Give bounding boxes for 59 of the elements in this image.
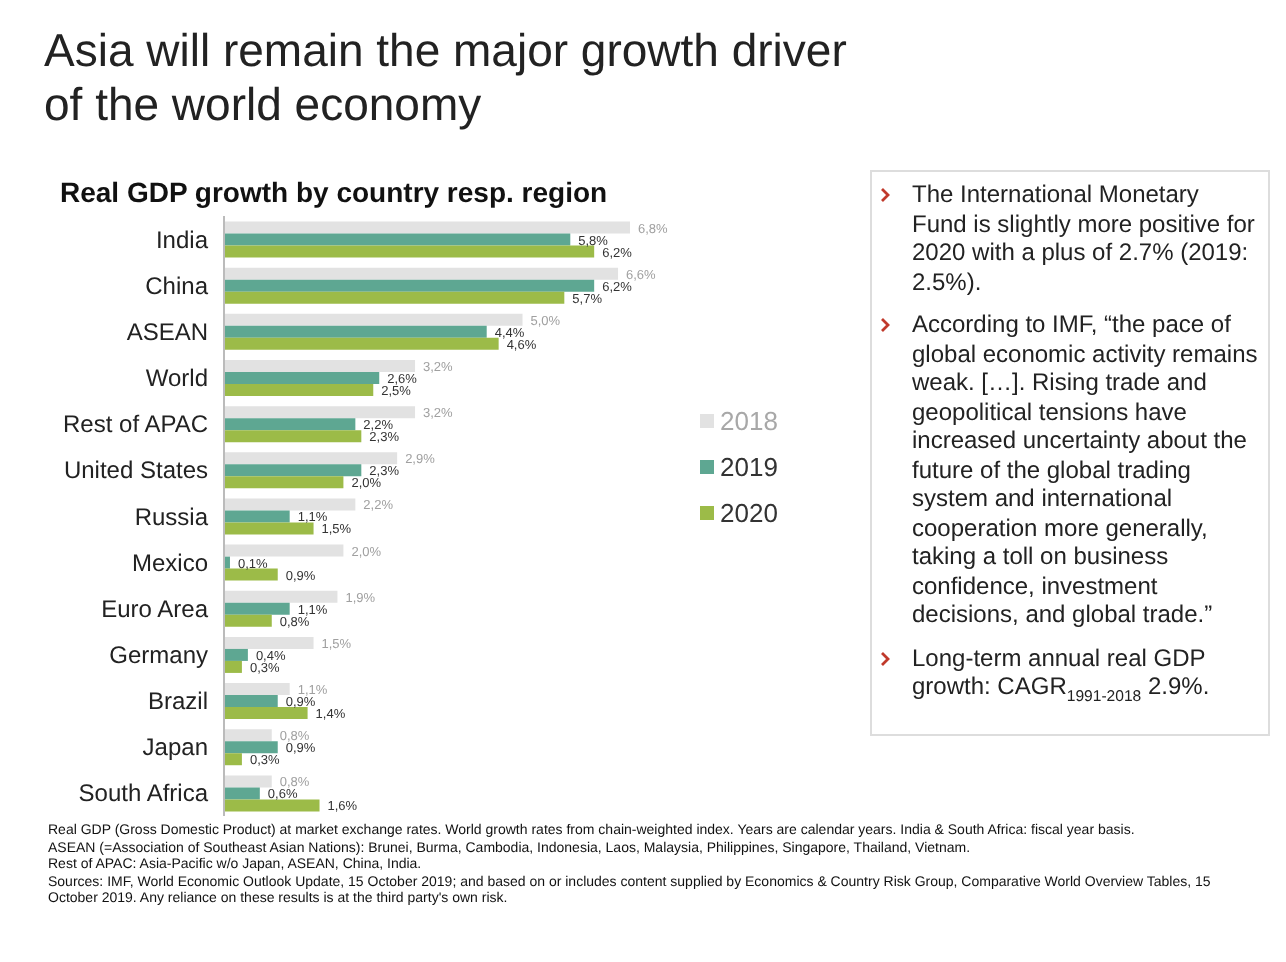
bar (224, 522, 314, 535)
legend-label: 2020 (718, 498, 778, 528)
bar (224, 406, 416, 419)
bar (224, 614, 272, 627)
bar (224, 510, 290, 523)
bar (224, 476, 344, 489)
bar (224, 729, 272, 742)
bar (224, 360, 416, 372)
bar (224, 590, 338, 603)
bar (224, 233, 571, 246)
text: The International Monetary Fund is slightly more positive for 2020 with a plus of 2.7% (2019: 2.5%). (912, 180, 1257, 296)
bar (224, 707, 308, 720)
bar (224, 452, 398, 465)
y-tick-label: India (155, 225, 209, 254)
bar (224, 279, 595, 292)
bar (224, 267, 619, 280)
bar (224, 337, 499, 350)
bar (224, 602, 290, 615)
bar (224, 741, 278, 754)
text: Long-term annual real GDP growth: CAGR$_{1991-2018}$ 2.9%. (912, 643, 1212, 709)
y-tick-label: China (145, 271, 209, 300)
y-tick-label: Brazil (147, 687, 208, 716)
bar (224, 787, 260, 800)
legend-label: 2019 (718, 452, 778, 482)
chart-title: Asia will remain the major growth driver of the world economy (44, 24, 849, 132)
bar (224, 418, 356, 431)
bar (224, 291, 565, 304)
y-tick-label: ASEAN (126, 317, 208, 346)
y-tick-label: Germany (109, 640, 208, 669)
bar (224, 313, 523, 326)
y-tick-label: Rest of APAC (63, 410, 209, 439)
bar (224, 775, 272, 788)
y-tick-label: World (145, 364, 208, 393)
bar (224, 799, 320, 812)
text: According to IMF, “the pace of global economic activity remains weak. […]. Rising trade and geopolitical tensions have increased uncertainty about the future of the global trading system and international cooperation more generally, taking a toll on business confidence, investment decisions, and global trade.” (912, 310, 1258, 628)
legend-label: 2018 (718, 406, 778, 436)
bar (224, 384, 374, 396)
y-tick-label: Euro Area (101, 594, 209, 623)
bar (224, 464, 362, 477)
chart-subtitle: Real GDP growth by country resp. region (60, 176, 608, 208)
y-tick-label: Russia (134, 502, 209, 531)
bar (224, 636, 314, 649)
bar (224, 498, 356, 511)
bar (224, 430, 362, 443)
y-tick-label: South Africa (78, 779, 209, 808)
y-tick-label: Mexico (131, 548, 209, 577)
bar (224, 372, 380, 384)
bar (224, 695, 278, 708)
bar (224, 221, 630, 234)
y-tick-label: United States (63, 456, 208, 485)
bar (224, 660, 242, 673)
bar (224, 568, 278, 581)
bar (224, 683, 290, 696)
bar (224, 325, 487, 338)
y-tick-label: Japan (142, 733, 208, 762)
bar (224, 544, 344, 557)
bar (224, 753, 242, 766)
bar (224, 245, 595, 258)
bar (224, 648, 248, 661)
